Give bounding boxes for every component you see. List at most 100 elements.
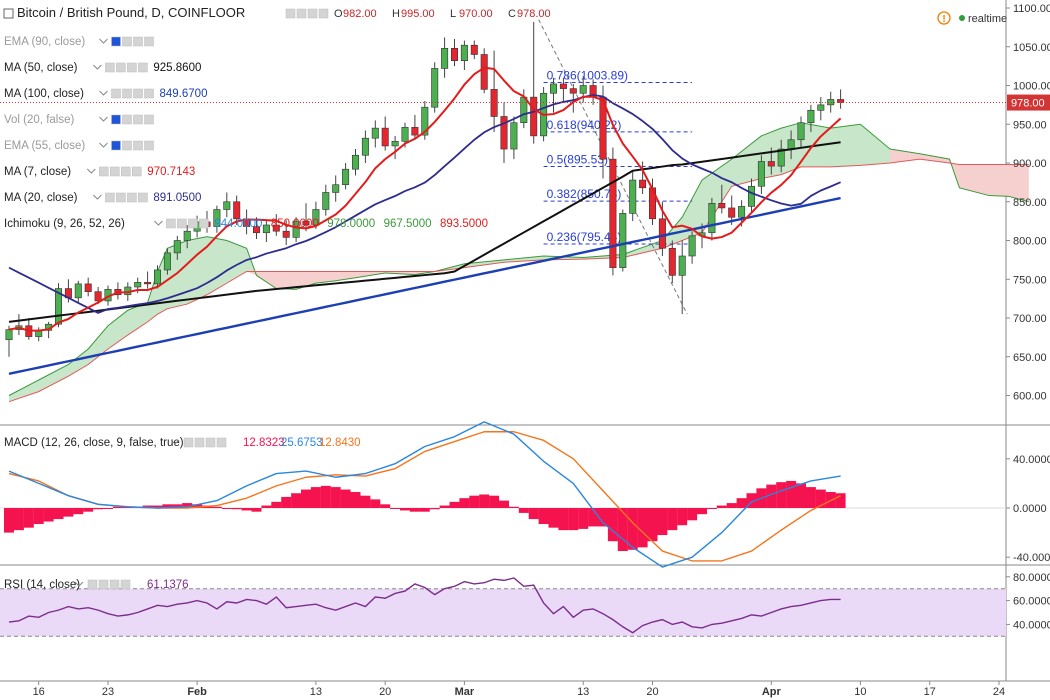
visibility-icon[interactable] xyxy=(99,166,109,177)
add-icon[interactable] xyxy=(205,437,216,448)
settings-icon[interactable] xyxy=(116,62,126,73)
settings-icon[interactable] xyxy=(122,114,132,125)
add-icon[interactable] xyxy=(133,88,143,99)
indicator-value: 967.5000 xyxy=(384,218,432,230)
indicator-legend-row[interactable]: Vol (20, false) xyxy=(4,114,154,126)
settings-icon[interactable] xyxy=(122,36,132,47)
close-icon[interactable] xyxy=(144,140,154,151)
close-icon[interactable] xyxy=(144,36,154,47)
chevron-down-icon[interactable] xyxy=(170,439,180,445)
candle xyxy=(718,184,726,214)
close-icon[interactable] xyxy=(138,62,148,73)
settings-icon[interactable] xyxy=(177,218,187,229)
settings-icon[interactable] xyxy=(122,140,132,151)
add-icon[interactable] xyxy=(133,140,143,151)
indicator-label: Ichimoku (9, 26, 52, 26) xyxy=(4,218,125,230)
add-icon[interactable] xyxy=(127,62,137,73)
candle xyxy=(84,277,92,297)
chevron-down-icon[interactable] xyxy=(86,168,96,174)
chevron-down-icon[interactable] xyxy=(74,581,84,587)
macd-histogram-bar xyxy=(370,499,381,508)
visibility-icon[interactable] xyxy=(87,579,98,590)
visibility-icon[interactable] xyxy=(105,192,115,203)
macd-histogram-bar xyxy=(637,508,648,548)
visibility-icon[interactable] xyxy=(111,114,121,125)
settings-icon[interactable] xyxy=(116,192,126,203)
add-icon[interactable] xyxy=(307,8,318,19)
candle-body xyxy=(183,230,191,241)
settings-icon[interactable] xyxy=(122,88,132,99)
indicator-legend-row[interactable]: MA (50, close) 925.8600 xyxy=(4,62,201,74)
chevron-down-icon[interactable] xyxy=(99,142,108,148)
indicator-legend-row[interactable]: EMA (90, close) xyxy=(4,36,154,48)
close-icon[interactable] xyxy=(132,166,142,177)
close-icon[interactable] xyxy=(318,8,329,19)
price-tick-label: 700.00 xyxy=(1013,313,1047,325)
visibility-icon[interactable] xyxy=(111,88,121,99)
close-icon[interactable] xyxy=(199,218,209,229)
main-panel xyxy=(0,0,1006,425)
ohlc-key: C xyxy=(508,8,516,20)
macd-legend[interactable]: MACD (12, 26, close, 9, false, true) 12.8… xyxy=(4,437,361,449)
fibonacci-levels: 0.786(1003.89)0.618(940.22)0.5(895.53)0.… xyxy=(538,19,693,315)
time-tick-label: Mar xyxy=(455,686,475,698)
candle xyxy=(609,147,617,276)
settings-icon[interactable] xyxy=(110,166,120,177)
close-icon[interactable] xyxy=(144,114,154,125)
collapse-icon[interactable] xyxy=(3,8,14,19)
indicator-legend-row[interactable]: MA (20, close) 891.0500 xyxy=(4,192,201,204)
settings-icon[interactable] xyxy=(194,437,205,448)
candle xyxy=(183,225,191,249)
close-icon[interactable] xyxy=(216,437,227,448)
visibility-icon[interactable] xyxy=(285,8,296,19)
indicator-legend-row[interactable]: EMA (55, close) xyxy=(4,140,154,152)
visibility-icon[interactable] xyxy=(166,218,176,229)
indicator-legend-row[interactable]: MA (100, close) 849.6700 xyxy=(4,88,207,100)
candle xyxy=(431,62,439,113)
add-icon[interactable] xyxy=(133,36,143,47)
add-icon[interactable] xyxy=(121,166,131,177)
candle-body xyxy=(54,288,62,325)
macd-histogram-bar xyxy=(459,498,470,508)
add-icon[interactable] xyxy=(127,192,137,203)
macd-histogram-bar xyxy=(93,508,104,510)
chevron-down-icon[interactable] xyxy=(99,38,108,44)
chevron-down-icon[interactable] xyxy=(93,64,102,70)
candle xyxy=(391,135,399,160)
visibility-icon[interactable] xyxy=(111,36,121,47)
realtime-dot xyxy=(959,15,965,21)
chevron-down-icon[interactable] xyxy=(99,90,108,96)
settings-icon[interactable] xyxy=(98,579,109,590)
time-tick-label: 20 xyxy=(379,686,391,698)
indicator-legend-row[interactable]: MA (7, close) 970.7143 xyxy=(4,166,195,178)
candle-body xyxy=(480,54,488,90)
visibility-icon[interactable] xyxy=(105,62,115,73)
axes: 1100.00 1050.00 1000.00 950.00 900.00 850.00 8… xyxy=(33,3,1050,698)
macd-histogram-bar xyxy=(251,508,262,512)
macd-histogram-bar xyxy=(815,489,826,508)
visibility-icon[interactable] xyxy=(111,140,121,151)
macd-histogram-bar xyxy=(221,508,232,509)
settings-icon[interactable] xyxy=(296,8,307,19)
add-icon[interactable] xyxy=(109,579,120,590)
close-icon[interactable] xyxy=(144,88,154,99)
macd-histogram-bar xyxy=(231,508,242,510)
chevron-down-icon[interactable] xyxy=(154,220,163,226)
candle-body xyxy=(520,96,528,124)
visibility-icon[interactable] xyxy=(183,437,194,448)
chevron-down-icon[interactable] xyxy=(99,116,108,122)
alert-icon[interactable] xyxy=(937,11,951,25)
chevron-down-icon[interactable] xyxy=(93,194,102,200)
candle-body xyxy=(173,240,181,254)
rsi-legend[interactable]: RSI (14, close) 61.1376 xyxy=(4,579,189,591)
candle-body xyxy=(282,230,290,238)
macd-histogram-bar xyxy=(73,508,84,515)
macd-histogram-bar xyxy=(360,495,371,508)
close-icon[interactable] xyxy=(138,192,148,203)
close-icon[interactable] xyxy=(120,579,131,590)
macd-histogram-bar xyxy=(320,485,331,508)
indicator-legend-row[interactable]: Ichimoku (9, 26, 52, 26) 944.0000 850.0000… xyxy=(4,218,488,230)
add-icon[interactable] xyxy=(133,114,143,125)
add-icon[interactable] xyxy=(188,218,198,229)
macd-tick-label: 40.0000 xyxy=(1013,454,1050,466)
